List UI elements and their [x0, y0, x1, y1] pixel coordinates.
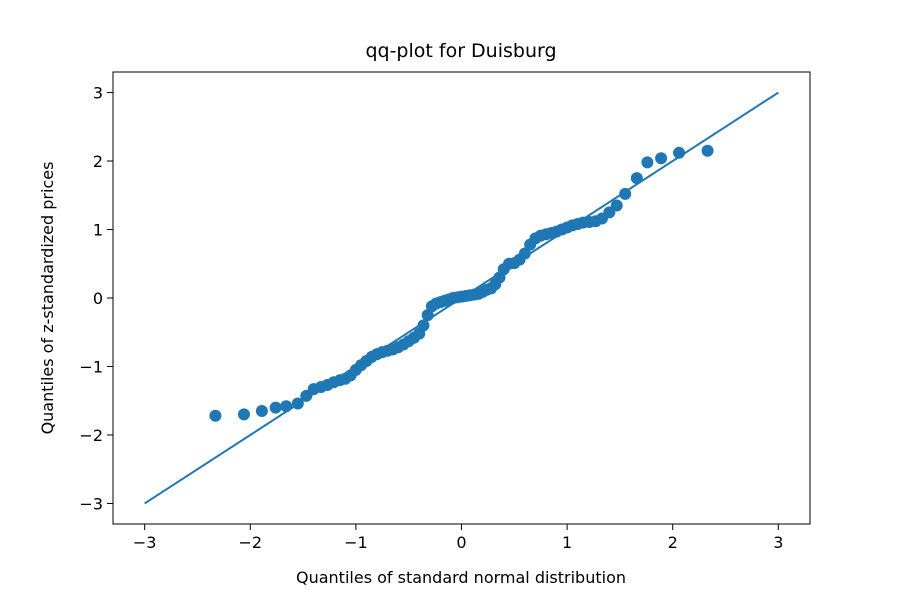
- y-tick-label: −1: [79, 357, 103, 376]
- chart-title: qq-plot for Duisburg: [365, 40, 556, 62]
- point: [630, 172, 643, 185]
- x-tick-label: −2: [238, 533, 262, 552]
- point: [269, 401, 282, 414]
- point: [701, 144, 714, 157]
- reference-line: [144, 91, 779, 505]
- point: [641, 156, 654, 169]
- plot-frame: [112, 71, 811, 525]
- point: [209, 409, 222, 422]
- y-tick-label: 3: [93, 84, 103, 103]
- y-tick-label: −2: [79, 426, 103, 445]
- y-tick-label: 2: [93, 152, 103, 171]
- x-tick-label: 0: [456, 533, 466, 552]
- point: [518, 247, 531, 260]
- x-tick-label: −1: [344, 533, 368, 552]
- point: [610, 199, 623, 212]
- point: [280, 400, 293, 413]
- y-tick-label: 0: [93, 289, 103, 308]
- x-tick-label: 1: [562, 533, 572, 552]
- x-tick-label: 3: [773, 533, 783, 552]
- y-tick-label: 1: [93, 221, 103, 240]
- x-axis-label: Quantiles of standard normal distributio…: [296, 568, 626, 587]
- point: [417, 319, 430, 332]
- point: [655, 152, 668, 165]
- point: [255, 405, 268, 417]
- y-axis-label: Quantiles of z-standardized prices: [38, 162, 57, 435]
- x-tick-label: 2: [668, 533, 678, 552]
- y-tick-label: −3: [79, 494, 103, 513]
- point: [237, 408, 250, 421]
- x-tick-label: −3: [133, 533, 157, 552]
